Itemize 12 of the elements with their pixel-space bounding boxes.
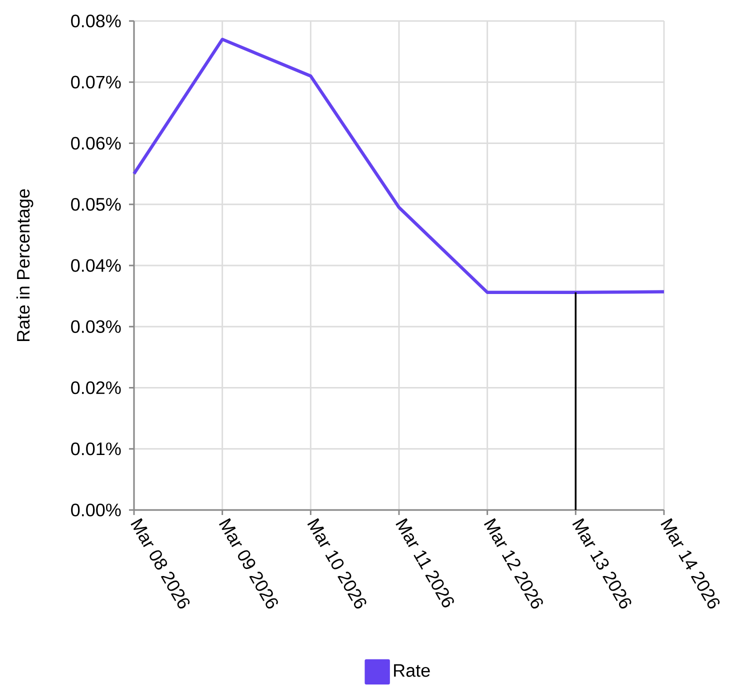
y-tick-label: 0.02% xyxy=(71,381,121,394)
y-tick-label: 0.07% xyxy=(71,76,121,88)
legend-label: Rate xyxy=(394,664,430,677)
y-tick-label: 0.03% xyxy=(71,320,121,333)
line-series xyxy=(132,38,666,294)
y-tick-label: 0.05% xyxy=(71,198,121,211)
y-tick-label: 0.08% xyxy=(71,14,121,28)
y-tick-label: 0.04% xyxy=(71,259,121,272)
y-axis-title: Rate in Percentage xyxy=(16,189,34,342)
y-tick-label: 0.01% xyxy=(71,442,121,456)
y-tick-label: 0.00% xyxy=(71,504,121,516)
y-tick-label: 0.06% xyxy=(71,136,121,150)
